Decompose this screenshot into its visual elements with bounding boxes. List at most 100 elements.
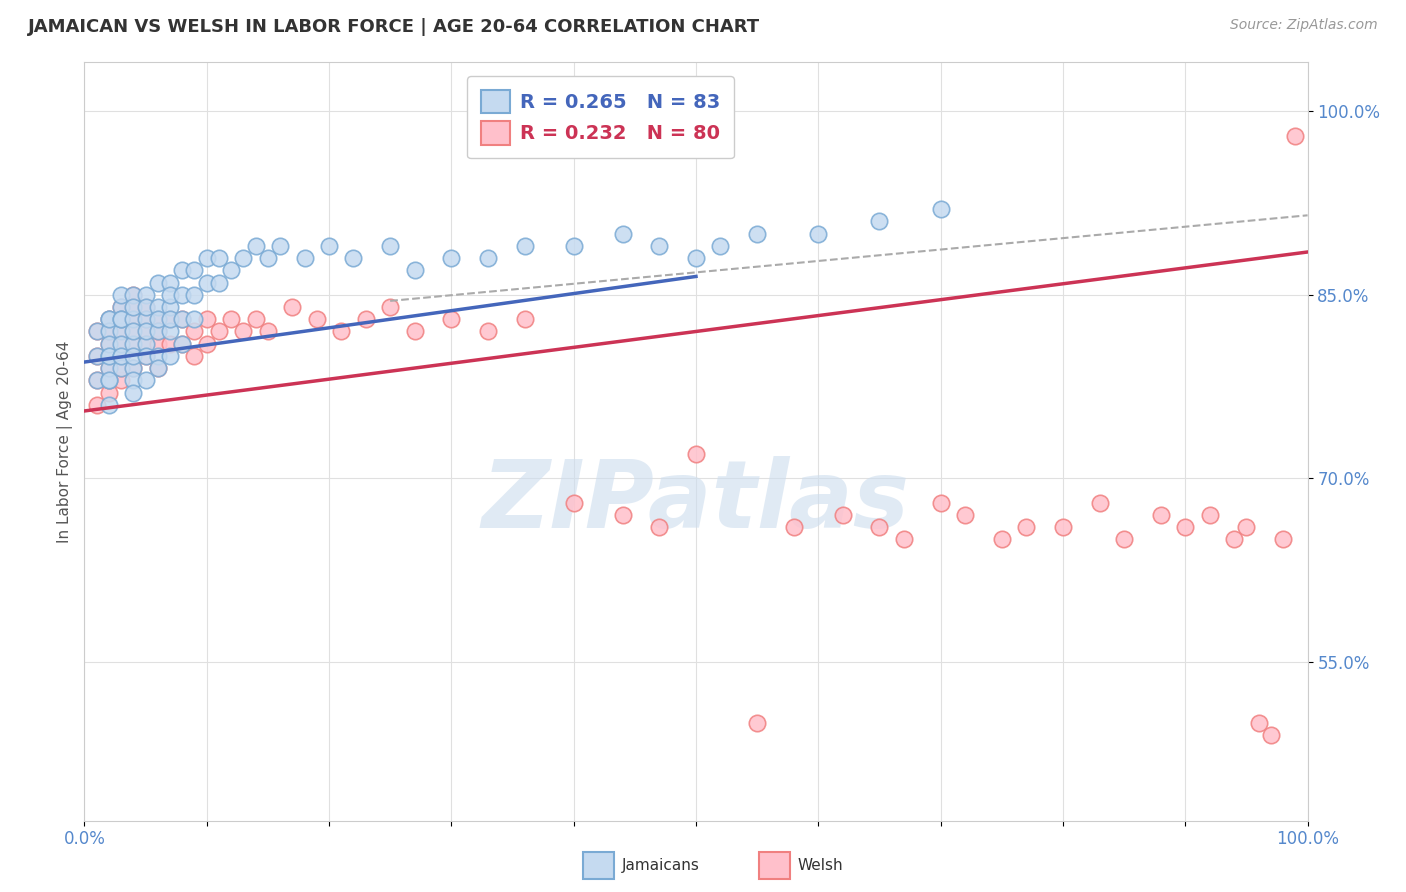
Point [86,373,108,387]
Point [86,349,108,363]
Text: Jamaicans: Jamaicans [621,858,699,872]
Point [1088,496,1111,510]
Point [929,202,952,217]
Point [159,312,181,326]
Point [135,336,157,351]
Point [953,508,976,522]
Point [110,361,132,376]
Point [97,349,120,363]
Point [195,336,218,351]
Point [97,312,120,326]
Point [1236,520,1258,534]
Point [1223,533,1246,547]
Point [122,361,145,376]
Point [159,312,181,326]
Point [404,263,426,277]
Point [86,325,108,339]
Point [146,300,169,314]
Point [110,325,132,339]
Point [135,325,157,339]
Point [122,300,145,314]
Point [513,239,536,253]
Point [159,287,181,301]
Point [146,325,169,339]
Point [893,533,915,547]
Point [648,239,671,253]
Point [86,325,108,339]
Point [135,336,157,351]
Point [183,325,205,339]
Point [172,287,194,301]
Point [135,373,157,387]
Point [1015,520,1038,534]
Point [110,300,132,314]
Point [183,287,205,301]
Point [831,508,853,522]
Point [783,520,806,534]
Point [195,276,218,290]
Point [183,263,205,277]
Point [747,227,769,241]
Point [562,239,585,253]
Point [232,325,254,339]
Point [807,227,830,241]
Point [97,336,120,351]
Point [97,373,120,387]
Point [110,312,132,326]
Point [747,715,769,730]
Point [97,349,120,363]
Point [257,325,280,339]
Point [342,251,364,265]
Point [1247,715,1270,730]
Point [146,325,169,339]
Point [122,312,145,326]
Point [135,349,157,363]
Point [269,239,291,253]
Point [330,325,353,339]
Point [122,287,145,301]
Point [1150,508,1173,522]
Point [97,398,120,412]
Point [929,496,952,510]
Point [122,385,145,400]
Point [97,325,120,339]
Point [146,349,169,363]
Point [110,373,132,387]
Point [122,349,145,363]
Point [122,312,145,326]
Point [648,520,671,534]
Point [195,251,218,265]
Point [195,312,218,326]
Point [135,287,157,301]
Point [97,373,120,387]
Point [380,300,402,314]
Point [232,251,254,265]
Point [110,349,132,363]
Point [709,239,731,253]
Point [122,287,145,301]
Point [172,312,194,326]
Point [513,312,536,326]
Point [97,373,120,387]
Point [135,312,157,326]
Point [612,227,634,241]
Point [1052,520,1074,534]
Point [110,336,132,351]
Point [991,533,1014,547]
Point [1174,520,1197,534]
Point [219,263,242,277]
Point [1260,728,1282,742]
Point [159,325,181,339]
Point [172,312,194,326]
Point [183,349,205,363]
Point [159,276,181,290]
Text: ZIPatlas: ZIPatlas [482,456,910,549]
Point [562,496,585,510]
Point [172,336,194,351]
Point [380,239,402,253]
Point [281,300,304,314]
Point [183,312,205,326]
Point [404,325,426,339]
Point [97,312,120,326]
Point [122,325,145,339]
